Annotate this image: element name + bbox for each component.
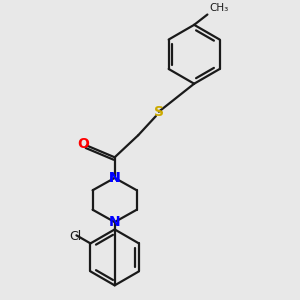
- Text: CH₃: CH₃: [209, 3, 228, 14]
- Text: O: O: [77, 137, 89, 151]
- Text: N: N: [109, 171, 121, 185]
- Text: N: N: [109, 171, 121, 185]
- Text: S: S: [154, 105, 164, 119]
- Text: Cl: Cl: [69, 230, 81, 243]
- Text: N: N: [109, 215, 121, 229]
